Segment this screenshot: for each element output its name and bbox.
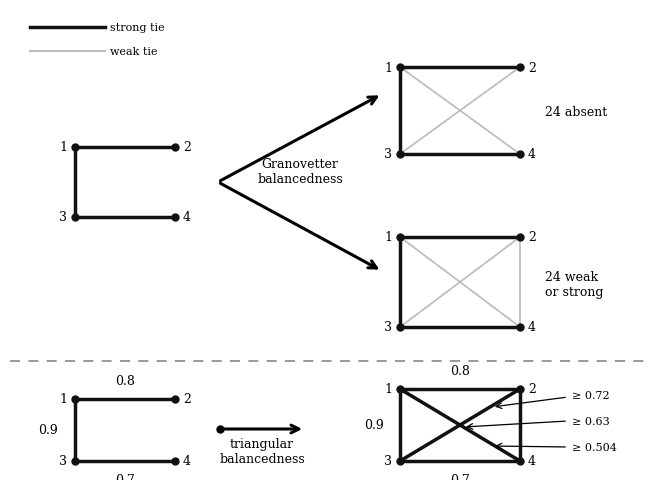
Text: 24 weak
or strong: 24 weak or strong	[545, 270, 603, 299]
Text: Granovetter
balancedness: Granovetter balancedness	[257, 157, 343, 186]
Text: 4: 4	[528, 148, 536, 161]
Text: strong tie: strong tie	[110, 23, 164, 33]
Text: 1: 1	[384, 231, 392, 244]
Text: 4: 4	[183, 211, 191, 224]
Text: 3: 3	[59, 455, 67, 468]
Text: 1: 1	[384, 383, 392, 396]
Text: 2: 2	[183, 141, 191, 154]
Text: 2: 2	[528, 383, 536, 396]
Text: 0.7: 0.7	[115, 473, 135, 480]
Text: 0.8: 0.8	[450, 364, 470, 377]
Text: ≥ 0.63: ≥ 0.63	[572, 416, 610, 426]
Text: 3: 3	[59, 211, 67, 224]
Text: 24 absent: 24 absent	[545, 105, 607, 118]
Text: ≥ 0.72: ≥ 0.72	[572, 390, 610, 400]
Text: 4: 4	[528, 455, 536, 468]
Text: 1: 1	[59, 141, 67, 154]
Text: 1: 1	[384, 61, 392, 74]
Text: ≥ 0.504: ≥ 0.504	[572, 442, 617, 452]
Text: 3: 3	[384, 455, 392, 468]
Text: 2: 2	[183, 393, 191, 406]
Text: 3: 3	[384, 148, 392, 161]
Text: 4: 4	[183, 455, 191, 468]
Text: 0.8: 0.8	[115, 374, 135, 387]
Text: 4: 4	[528, 321, 536, 334]
Text: triangular
balancedness: triangular balancedness	[219, 437, 305, 465]
Text: 0.9: 0.9	[38, 424, 58, 437]
Text: 0.7: 0.7	[450, 473, 470, 480]
Text: weak tie: weak tie	[110, 47, 158, 57]
Text: 1: 1	[59, 393, 67, 406]
Text: 0.9: 0.9	[364, 419, 384, 432]
Text: 3: 3	[384, 321, 392, 334]
Text: 2: 2	[528, 231, 536, 244]
Text: 2: 2	[528, 61, 536, 74]
